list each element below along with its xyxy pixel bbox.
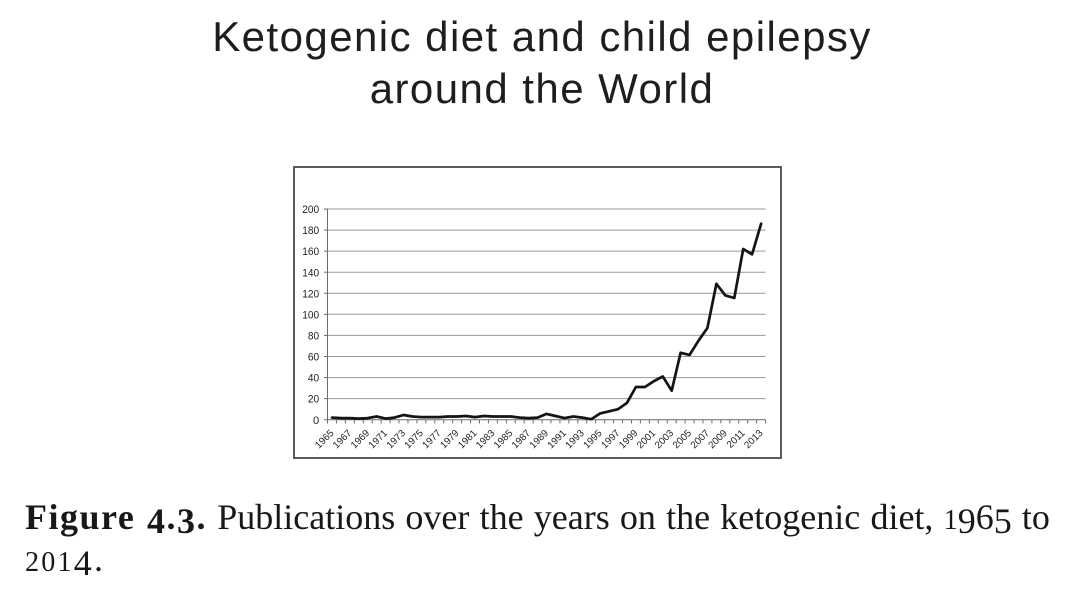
svg-text:2007: 2007 xyxy=(689,428,712,451)
svg-text:1975: 1975 xyxy=(403,428,427,452)
svg-text:2001: 2001 xyxy=(635,428,658,451)
svg-text:40: 40 xyxy=(308,373,319,385)
svg-text:1965: 1965 xyxy=(313,428,337,452)
svg-text:160: 160 xyxy=(302,246,319,258)
svg-text:80: 80 xyxy=(308,331,319,343)
svg-text:1973: 1973 xyxy=(385,428,409,452)
svg-text:20: 20 xyxy=(308,394,319,406)
svg-text:200: 200 xyxy=(302,204,319,216)
svg-text:1967: 1967 xyxy=(331,428,354,451)
svg-text:1989: 1989 xyxy=(528,428,551,451)
svg-text:1971: 1971 xyxy=(367,428,390,451)
svg-text:1969: 1969 xyxy=(349,428,372,451)
svg-text:2003: 2003 xyxy=(653,428,677,452)
svg-text:2013: 2013 xyxy=(742,428,766,452)
svg-text:1997: 1997 xyxy=(599,428,622,451)
svg-text:180: 180 xyxy=(302,225,319,237)
svg-text:1987: 1987 xyxy=(510,428,533,451)
svg-text:1995: 1995 xyxy=(581,428,605,452)
svg-text:100: 100 xyxy=(302,309,319,321)
svg-text:1993: 1993 xyxy=(564,428,588,452)
svg-text:60: 60 xyxy=(308,352,319,364)
svg-text:1977: 1977 xyxy=(421,428,444,451)
svg-text:120: 120 xyxy=(302,288,319,300)
svg-text:1991: 1991 xyxy=(546,428,569,451)
svg-text:140: 140 xyxy=(302,267,319,279)
svg-text:2005: 2005 xyxy=(671,428,695,452)
svg-text:1979: 1979 xyxy=(438,428,461,451)
svg-text:2009: 2009 xyxy=(707,428,730,451)
svg-text:1981: 1981 xyxy=(456,428,479,451)
svg-text:0: 0 xyxy=(313,415,319,427)
svg-text:1985: 1985 xyxy=(492,428,516,452)
svg-text:1999: 1999 xyxy=(617,428,640,451)
svg-text:2011: 2011 xyxy=(725,428,748,451)
svg-text:1983: 1983 xyxy=(474,428,498,452)
